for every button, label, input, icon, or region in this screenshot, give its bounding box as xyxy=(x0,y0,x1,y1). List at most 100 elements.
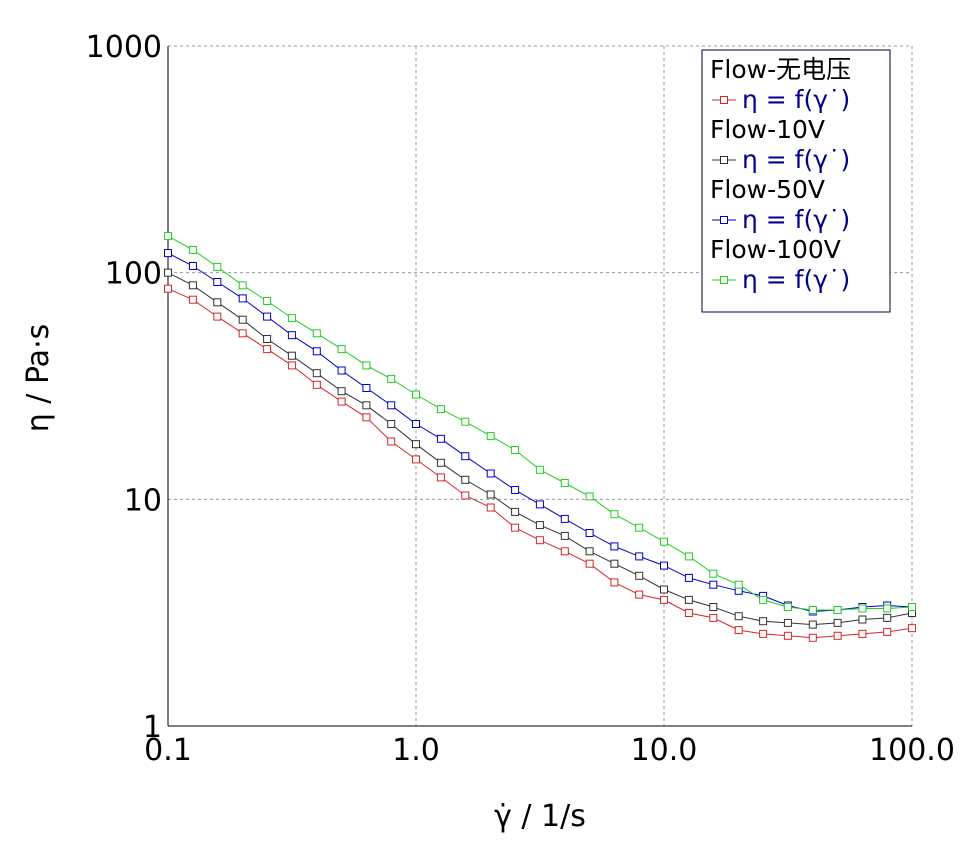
data-point xyxy=(635,590,644,599)
data-point xyxy=(635,571,644,580)
data-point xyxy=(660,585,668,594)
data-point xyxy=(585,547,594,556)
data-point xyxy=(337,345,346,354)
legend-entry-label: η = f(γ˙) xyxy=(742,265,850,294)
data-point xyxy=(808,606,817,614)
data-point xyxy=(858,629,867,638)
series-0 xyxy=(164,284,916,642)
data-point xyxy=(486,490,495,499)
data-point xyxy=(461,417,470,426)
data-point xyxy=(660,537,668,546)
legend-series-name: Flow-无电压 xyxy=(710,55,851,84)
data-point xyxy=(808,633,817,642)
data-point xyxy=(238,329,247,338)
data-point xyxy=(164,249,172,258)
data-point xyxy=(461,491,470,500)
data-point xyxy=(833,606,842,614)
data-point xyxy=(461,475,470,484)
data-point xyxy=(511,507,520,516)
data-point xyxy=(486,503,495,512)
data-point xyxy=(436,458,445,467)
data-point xyxy=(287,361,296,370)
data-point xyxy=(783,631,792,640)
data-point xyxy=(709,613,718,622)
legend-entry-label: η = f(γ˙) xyxy=(742,145,850,174)
data-point xyxy=(759,629,768,638)
data-point xyxy=(287,331,296,340)
data-point xyxy=(560,531,569,540)
data-point xyxy=(461,452,470,461)
x-axis-label: γ̇ / 1/s xyxy=(494,799,586,834)
legend-marker xyxy=(720,216,728,224)
legend-box xyxy=(701,49,891,313)
data-point xyxy=(560,479,569,487)
x-tick-label: 0.1 xyxy=(144,733,192,768)
data-point xyxy=(238,281,247,290)
data-point xyxy=(362,384,371,392)
legend-series-name: Flow-100V xyxy=(710,235,841,264)
data-point xyxy=(238,294,247,303)
data-point xyxy=(263,345,272,354)
data-point xyxy=(610,578,619,587)
y-tick-label: 1 xyxy=(143,710,162,745)
x-tick-label: 1.0 xyxy=(392,733,440,768)
data-point xyxy=(610,559,619,568)
data-point xyxy=(635,523,644,532)
data-point xyxy=(436,434,445,443)
data-point xyxy=(908,624,916,633)
data-point xyxy=(759,595,768,604)
data-point xyxy=(783,618,792,627)
data-point xyxy=(412,390,420,399)
data-point xyxy=(535,536,544,545)
y-tick-label: 1000 xyxy=(86,30,162,65)
legend-marker xyxy=(720,96,728,104)
legend-marker xyxy=(720,276,728,284)
data-point xyxy=(610,510,619,519)
data-point xyxy=(213,298,222,307)
legend-entry-label: η = f(γ˙) xyxy=(742,205,850,234)
data-point xyxy=(660,561,668,570)
data-point xyxy=(734,612,743,621)
data-point xyxy=(709,569,718,578)
data-point xyxy=(362,361,371,370)
data-point xyxy=(387,401,396,410)
data-point xyxy=(734,580,743,589)
data-point xyxy=(511,523,520,532)
data-point xyxy=(412,455,420,464)
data-point xyxy=(734,626,743,635)
data-point xyxy=(387,374,396,383)
data-point xyxy=(585,559,594,568)
data-point xyxy=(164,284,172,293)
data-point xyxy=(312,329,321,338)
data-point xyxy=(684,573,693,582)
data-point xyxy=(436,473,445,482)
data-point xyxy=(759,617,768,626)
data-point xyxy=(263,297,272,305)
data-point xyxy=(883,604,892,613)
data-point xyxy=(213,278,222,286)
axes xyxy=(167,46,912,727)
data-point xyxy=(312,380,321,389)
data-point xyxy=(535,521,544,530)
data-point xyxy=(511,486,520,494)
data-point xyxy=(337,397,346,406)
data-point xyxy=(883,613,892,622)
x-tick-label: 100.0 xyxy=(869,733,955,768)
data-point xyxy=(312,347,321,356)
data-point xyxy=(188,281,197,290)
data-point xyxy=(535,500,544,509)
series-line xyxy=(167,288,913,639)
data-point xyxy=(660,595,668,604)
y-axis-label: η / Pa·s xyxy=(21,324,56,433)
data-point xyxy=(362,413,371,422)
data-point xyxy=(263,335,272,343)
legend-marker xyxy=(720,156,728,164)
data-point xyxy=(709,580,718,589)
data-point xyxy=(511,446,520,454)
series-1 xyxy=(164,268,916,629)
data-point xyxy=(535,465,544,474)
data-point xyxy=(486,432,495,441)
data-point xyxy=(337,387,346,396)
data-point xyxy=(213,262,222,271)
